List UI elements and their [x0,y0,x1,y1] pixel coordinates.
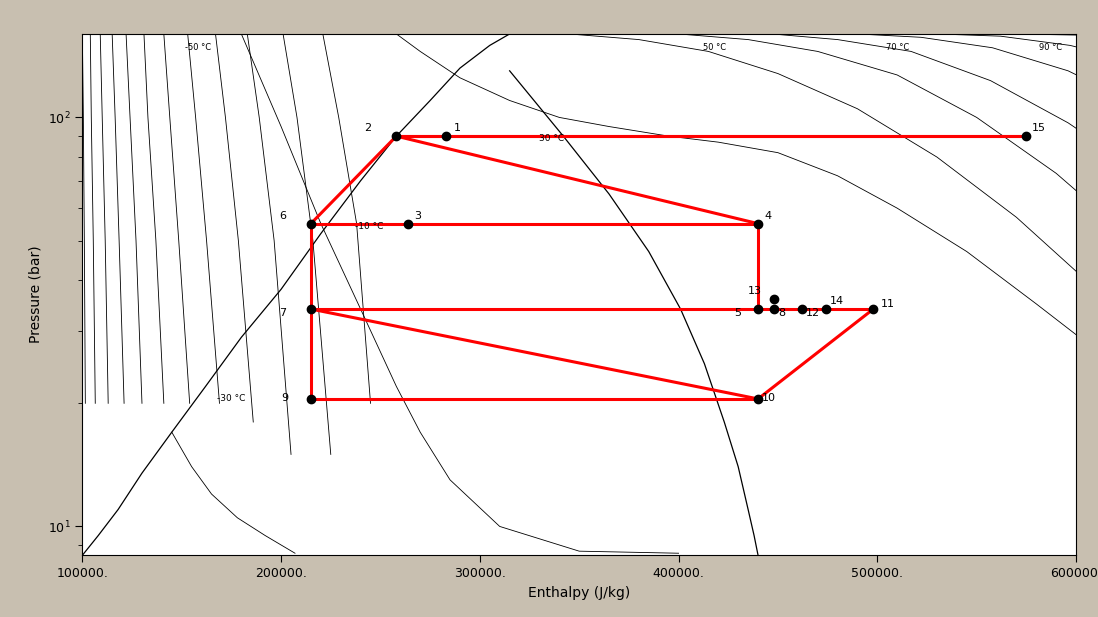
Text: 9: 9 [281,392,288,402]
Text: 12: 12 [806,308,820,318]
Text: 2: 2 [365,123,372,133]
Text: 6: 6 [279,211,287,221]
Y-axis label: Pressure (bar): Pressure (bar) [29,246,42,344]
Text: 70 °C: 70 °C [886,43,909,52]
Text: 4: 4 [764,211,771,221]
Text: 90 °C: 90 °C [1039,43,1062,52]
Text: 13: 13 [748,286,762,296]
Text: 5: 5 [735,308,741,318]
Text: -50 °C: -50 °C [184,43,211,52]
Text: 14: 14 [830,296,843,307]
Text: 11: 11 [882,299,895,309]
Text: -30 °C: -30 °C [217,394,246,404]
Text: 50 °C: 50 °C [703,43,726,52]
Text: 7: 7 [279,308,287,318]
Text: 8: 8 [777,308,785,318]
X-axis label: Enthalpy (J/kg): Enthalpy (J/kg) [528,586,630,600]
Text: 30 °C: 30 °C [539,134,564,143]
Text: -10 °C: -10 °C [355,222,383,231]
Text: 1: 1 [453,123,461,133]
Text: 10: 10 [762,392,776,402]
Text: 3: 3 [414,211,422,221]
Text: 15: 15 [1032,123,1046,133]
